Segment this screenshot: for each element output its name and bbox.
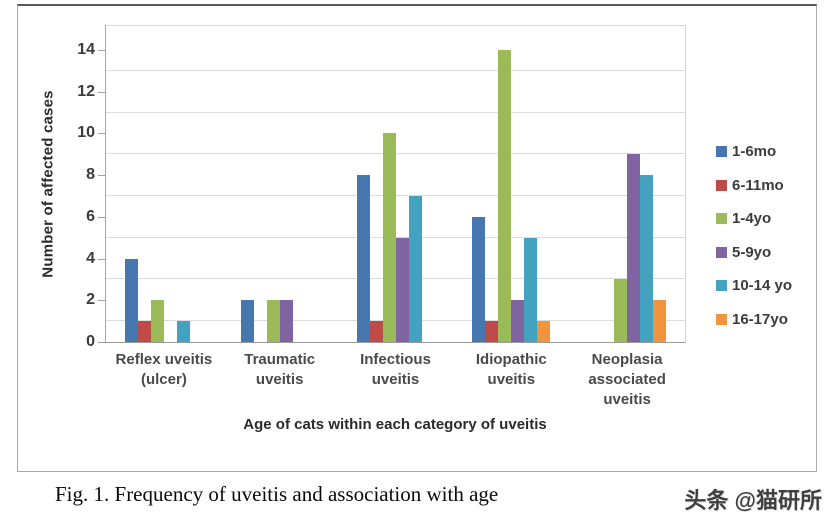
- bar-1-4yo-infectious: [382, 133, 396, 342]
- legend-swatch-10-14-yo: [716, 280, 727, 291]
- y-tick-label-8: 8: [86, 166, 95, 184]
- bar-6-11mo-infectious: [369, 321, 383, 342]
- y-tick-label-14: 14: [77, 41, 95, 59]
- bar-10-14-yo-reflex-uveitis: [176, 321, 190, 342]
- gridline-7: [106, 195, 685, 197]
- y-tick-mark-4: [98, 258, 105, 260]
- bar-10-14-yo-idiopathic: [524, 237, 538, 342]
- bar-5-9yo-idiopathic: [511, 300, 525, 342]
- bar-1-6mo-infectious: [356, 175, 370, 342]
- x-category-label-line: Neoplasia: [591, 351, 663, 368]
- legend-swatch-5-9yo: [716, 246, 727, 258]
- bar-1-4yo-reflex-uveitis: [150, 300, 164, 342]
- legend-label-1-6mo: 1-6mo: [732, 143, 777, 160]
- x-category-label-idiopathic: Idiopathic uveitis: [446, 350, 576, 390]
- y-tick-mark-12: [98, 91, 105, 93]
- x-category-label-reflex-uveitis: Reflex uveitis (ulcer): [99, 350, 229, 390]
- y-tick-label-2: 2: [86, 291, 95, 309]
- bar-6-11mo-reflex-uveitis: [137, 321, 151, 342]
- y-tick-mark-6: [98, 216, 105, 218]
- y-tick-mark-2: [98, 300, 105, 302]
- bar-5-9yo-infectious: [395, 237, 409, 342]
- gridline-9: [106, 153, 685, 155]
- y-tick-label-0: 0: [86, 333, 95, 350]
- legend-swatch-1-6mo: [716, 146, 727, 157]
- legend-label-5-9yo: 5-9yo: [732, 243, 772, 261]
- x-category-label-line: Infectious: [360, 351, 431, 368]
- bar-5-9yo-traumatic: [279, 300, 293, 342]
- bar-5-9yo-neoplasia: [627, 154, 641, 342]
- gridline-5: [106, 236, 685, 238]
- y-tick-label-6: 6: [86, 207, 95, 225]
- x-category-label-neoplasia: Neoplasia associated uveitis: [562, 350, 692, 410]
- y-tick-label-4: 4: [86, 249, 95, 267]
- gridline-11: [106, 111, 685, 113]
- legend-swatch-16-17yo: [716, 313, 727, 325]
- x-category-label-line: Reflex uveitis: [115, 351, 213, 368]
- y-tick-mark-10: [98, 133, 105, 135]
- x-category-label-line: uveitis: [255, 371, 304, 388]
- x-category-label-infectious: Infectious uveitis: [331, 350, 461, 390]
- bar-1-4yo-idiopathic: [498, 50, 512, 342]
- x-category-label-line: Traumatic: [244, 351, 316, 368]
- x-category-label-line: uveitis: [487, 371, 536, 388]
- bar-1-6mo-reflex-uveitis: [124, 258, 138, 342]
- y-tick-label-10: 10: [77, 124, 95, 142]
- plot-area: [105, 25, 686, 343]
- legend-label-10-14-yo: 10-14 yo: [732, 277, 793, 294]
- bar-16-17yo-neoplasia: [653, 300, 667, 342]
- watermark: 头条 @猫研所: [684, 488, 822, 513]
- bar-16-17yo-idiopathic: [537, 321, 551, 342]
- bar-10-14-yo-neoplasia: [640, 175, 654, 342]
- bar-1-6mo-idiopathic: [472, 216, 486, 342]
- x-axis-title: Age of cats within each category of uvei…: [243, 416, 547, 433]
- y-tick-mark-0: [98, 342, 105, 343]
- legend-label-16-17yo: 16-17yo: [732, 310, 788, 328]
- x-category-label-line: (ulcer): [140, 371, 187, 388]
- legend-swatch-1-4yo: [716, 213, 727, 224]
- x-category-label-line: associated: [588, 371, 666, 388]
- bar-6-11mo-idiopathic: [485, 321, 499, 342]
- x-category-label-line: uveitis: [371, 371, 420, 388]
- x-category-label-traumatic: Traumatic uveitis: [215, 350, 345, 390]
- gridline-13: [106, 69, 685, 71]
- y-tick-label-12: 12: [77, 82, 95, 100]
- bar-1-4yo-traumatic: [266, 300, 280, 342]
- figure-caption: Fig. 1. Frequency of uveitis and associa…: [55, 482, 499, 506]
- bar-1-4yo-neoplasia: [614, 279, 628, 342]
- y-tick-mark-8: [98, 175, 105, 177]
- y-axis-title: Number of affected cases: [39, 90, 57, 278]
- x-category-label-line: uveitis: [603, 391, 651, 408]
- legend-label-6-11mo: 6-11mo: [732, 176, 784, 194]
- y-tick-mark-14: [98, 50, 105, 52]
- bar-10-14-yo-infectious: [408, 196, 422, 342]
- legend-label-1-4yo: 1-4yo: [732, 210, 772, 227]
- legend-swatch-6-11mo: [716, 179, 727, 191]
- x-category-label-line: Idiopathic: [475, 351, 547, 368]
- bar-1-6mo-traumatic: [240, 300, 254, 342]
